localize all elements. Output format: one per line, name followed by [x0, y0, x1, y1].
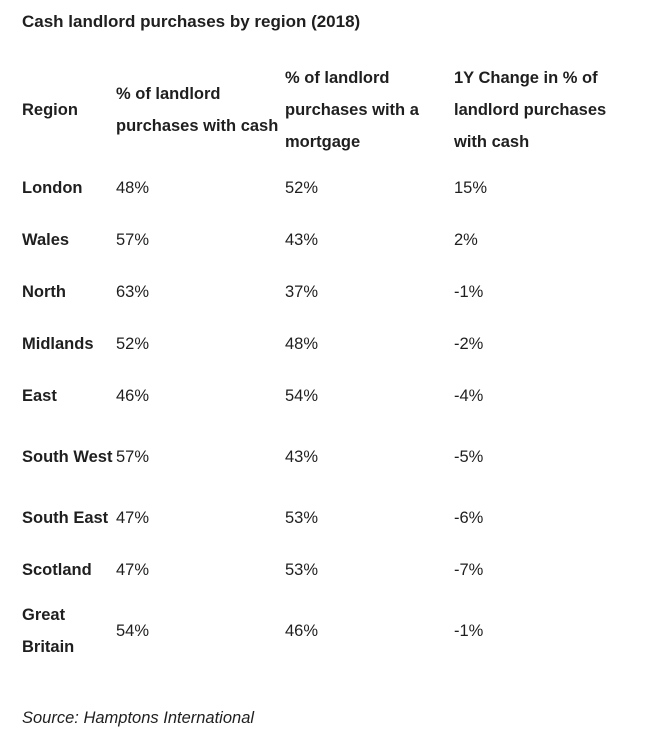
table-row: Great Britain 54% 46% -1%	[22, 596, 632, 666]
change-cell: -6%	[454, 509, 484, 527]
header-region: Region	[22, 101, 78, 119]
change-cell: -2%	[454, 335, 484, 353]
header-change: 1Y Change in % of landlord purchases wit…	[454, 69, 607, 151]
region-cell: East	[22, 387, 57, 405]
cash-cell: 52%	[116, 335, 150, 353]
cash-cell: 47%	[116, 509, 150, 527]
change-cell: -4%	[454, 387, 484, 405]
change-cell: 2%	[454, 231, 478, 249]
region-cell: London	[22, 179, 83, 197]
region-cell: Great Britain	[22, 606, 75, 656]
cash-cell: 63%	[116, 283, 150, 301]
table-row: London 48% 52% 15%	[22, 162, 632, 214]
cash-cell: 46%	[116, 387, 150, 405]
cash-cell: 57%	[116, 231, 150, 249]
source-note: Source: Hamptons International	[22, 709, 255, 727]
mortgage-cell: 53%	[285, 561, 319, 579]
mortgage-cell: 54%	[285, 387, 319, 405]
table-row: Wales 57% 43% 2%	[22, 214, 632, 266]
mortgage-cell: 46%	[285, 622, 319, 640]
cash-cell: 54%	[116, 622, 150, 640]
header-mortgage: % of landlord purchases with a mortgage	[285, 69, 419, 151]
change-cell: -7%	[454, 561, 484, 579]
mortgage-cell: 48%	[285, 335, 319, 353]
table-row: Scotland 47% 53% -7%	[22, 544, 632, 596]
mortgage-cell: 43%	[285, 231, 319, 249]
table-row: East 46% 54% -4%	[22, 370, 632, 422]
table-row: South East 47% 53% -6%	[22, 492, 632, 544]
region-cell: Midlands	[22, 335, 94, 353]
change-cell: -1%	[454, 622, 484, 640]
change-cell: 15%	[454, 179, 488, 197]
change-cell: -1%	[454, 283, 484, 301]
region-cell: Scotland	[22, 561, 92, 579]
cash-cell: 57%	[116, 448, 150, 466]
mortgage-cell: 52%	[285, 179, 319, 197]
region-cell: Wales	[22, 231, 70, 249]
table-row: South West 57% 43% -5%	[22, 422, 632, 492]
mortgage-cell: 53%	[285, 509, 319, 527]
mortgage-cell: 43%	[285, 448, 319, 466]
table-header-row: Region % of landlord purchases with cash…	[22, 58, 632, 162]
region-cell: North	[22, 283, 66, 301]
cash-cell: 48%	[116, 179, 150, 197]
table-row: North 63% 37% -1%	[22, 266, 632, 318]
region-cell: South West	[22, 448, 113, 466]
region-cell: South East	[22, 509, 109, 527]
mortgage-cell: 37%	[285, 283, 319, 301]
table-row: Midlands 52% 48% -2%	[22, 318, 632, 370]
table-title: Cash landlord purchases by region (2018)	[22, 12, 361, 31]
header-cash: % of landlord purchases with cash	[116, 85, 279, 135]
purchases-table: Region % of landlord purchases with cash…	[22, 58, 632, 666]
change-cell: -5%	[454, 448, 484, 466]
cash-cell: 47%	[116, 561, 150, 579]
